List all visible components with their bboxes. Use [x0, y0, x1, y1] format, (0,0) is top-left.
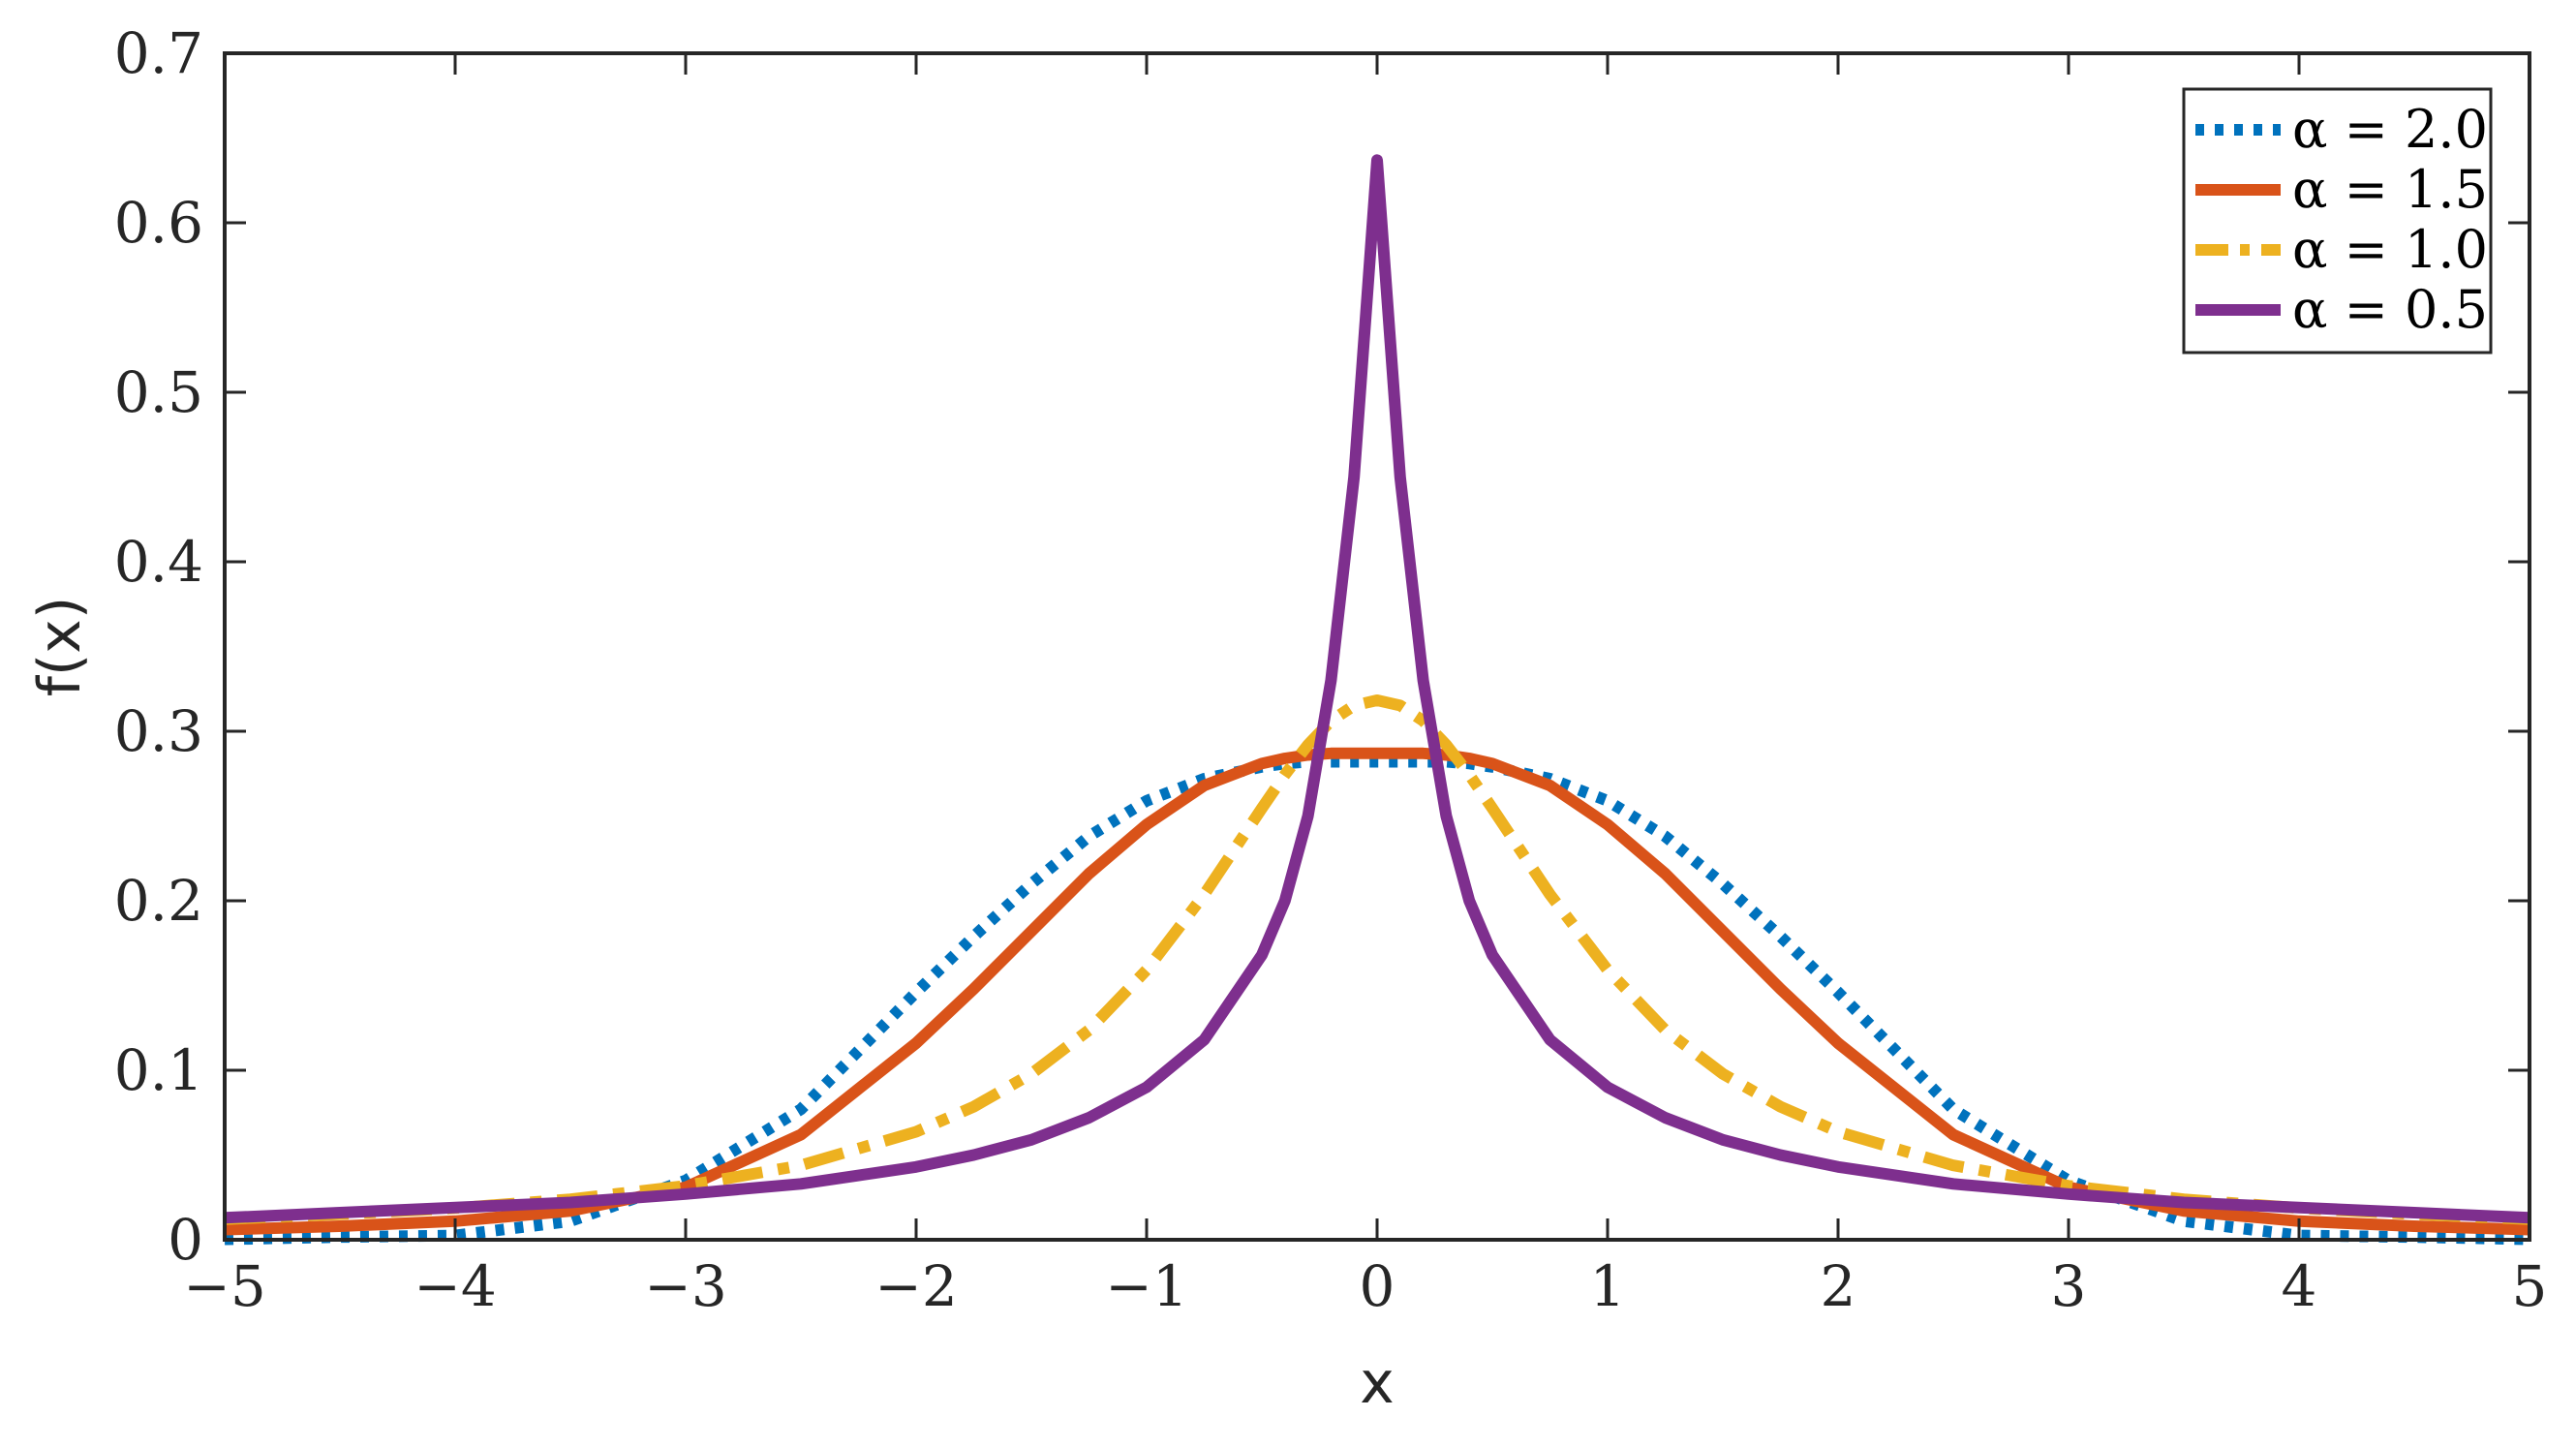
- x-tick-label: 2: [1821, 1253, 1856, 1319]
- y-tick-label: 0.5: [114, 359, 203, 425]
- x-tick-label: −1: [1105, 1253, 1188, 1319]
- y-tick-label: 0: [168, 1207, 203, 1273]
- series-line-4: [224, 154, 2530, 1224]
- legend-label-4: α = 0.5: [2292, 279, 2488, 340]
- y-axis-label: f(x): [26, 597, 94, 696]
- series-layer: [224, 154, 2530, 1246]
- legend-label-1: α = 2.0: [2292, 99, 2488, 160]
- legend-label-2: α = 1.5: [2292, 159, 2488, 220]
- x-tick-label: 3: [2051, 1253, 2087, 1319]
- x-axis-label: x: [1360, 1349, 1395, 1417]
- x-tick-label: 1: [1590, 1253, 1626, 1319]
- legend: α = 2.0α = 1.5α = 1.0α = 0.5: [2182, 87, 2493, 354]
- x-tick-label: 0: [1360, 1253, 1395, 1319]
- x-tick-label: −4: [414, 1253, 497, 1319]
- series-line-3: [224, 694, 2530, 1225]
- x-tick-label: 5: [2512, 1253, 2548, 1319]
- series-line-1: [224, 755, 2530, 1246]
- y-tick-label: 0.1: [114, 1037, 203, 1103]
- tick-labels: −5 −4 −3 −2 −1 0 1 2 3 4 5 0 0.1 0.2 0.3 0.4 0.5 0.6 0.7: [114, 20, 2548, 1319]
- legend-label-3: α = 1.0: [2292, 219, 2488, 280]
- x-tick-label: −3: [644, 1253, 727, 1319]
- x-tick-label: 4: [2282, 1253, 2317, 1319]
- y-tick-label: 0.7: [114, 20, 203, 86]
- x-tick-label: −2: [874, 1253, 958, 1319]
- y-tick-label: 0.2: [114, 868, 203, 934]
- y-tick-label: 0.3: [114, 698, 203, 764]
- series-line-2: [224, 747, 2530, 1236]
- y-tick-label: 0.4: [114, 529, 203, 595]
- axes-frame: [223, 51, 2531, 1242]
- y-tick-label: 0.6: [114, 190, 203, 256]
- x-tick-label: −5: [183, 1253, 266, 1319]
